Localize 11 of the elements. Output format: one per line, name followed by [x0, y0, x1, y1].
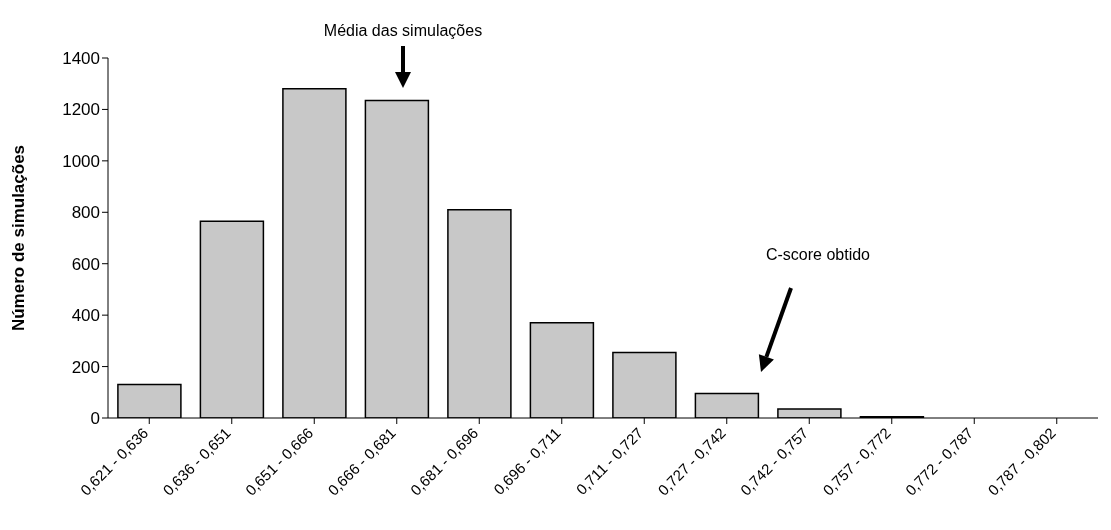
y-tick-label: 800	[71, 203, 100, 223]
y-tick-label: 400	[71, 306, 100, 326]
annotation: C-score obtido	[765, 246, 871, 263]
y-tick-label: 600	[71, 254, 100, 274]
y-tick-label: 1200	[62, 100, 100, 120]
y-tick-label: 0	[90, 409, 100, 429]
y-tick-label: 200	[71, 357, 100, 377]
y-axis-title: Número de simulações	[9, 144, 29, 332]
y-tick-label: 1000	[62, 151, 100, 171]
text: Média das simulações	[323, 22, 483, 39]
y-tick-label: 1400	[62, 49, 100, 69]
